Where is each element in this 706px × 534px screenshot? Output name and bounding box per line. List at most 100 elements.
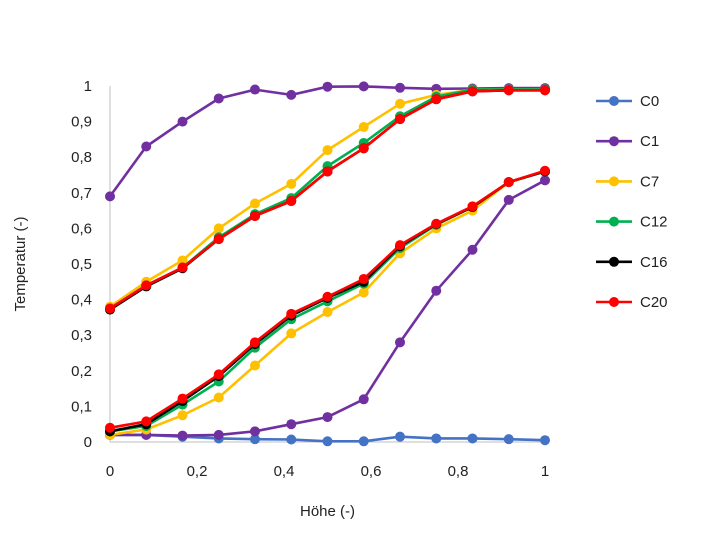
x-tick-label: 0,4 <box>274 463 295 480</box>
y-tick-label: 0 <box>84 434 92 451</box>
y-tick-labels: 0 0,1 0,2 0,3 0,4 0,5 0,6 0,7 0,8 0,9 1 <box>71 78 92 451</box>
data-point <box>358 121 369 132</box>
legend-item-c20: C20 <box>596 294 668 311</box>
data-point <box>177 262 188 273</box>
y-tick-label: 0,8 <box>71 149 92 166</box>
data-point <box>213 392 224 403</box>
data-point <box>105 191 115 202</box>
data-point <box>322 436 333 447</box>
data-point <box>358 287 369 298</box>
data-point <box>431 433 442 444</box>
x-tick-label: 1 <box>541 463 549 480</box>
y-tick-label: 0,6 <box>71 220 92 237</box>
data-point <box>358 81 369 92</box>
data-point <box>540 85 550 96</box>
series-c0 <box>105 429 550 447</box>
data-point <box>540 435 550 446</box>
series-c20 <box>105 85 550 314</box>
data-point <box>286 89 297 100</box>
data-point <box>431 218 442 229</box>
data-point <box>177 116 188 127</box>
series-line <box>108 85 545 198</box>
data-point <box>431 285 442 296</box>
data-point <box>358 436 369 447</box>
y-tick-label: 0,2 <box>71 363 92 380</box>
legend-item-c7: C7 <box>596 173 659 190</box>
legend-label: C12 <box>640 214 668 231</box>
data-point <box>431 94 442 105</box>
y-tick-label: 0,3 <box>71 327 92 344</box>
data-point <box>249 426 260 437</box>
data-point <box>249 210 260 221</box>
y-tick-label: 0,4 <box>71 292 92 309</box>
data-point <box>540 165 550 176</box>
data-point <box>322 166 333 177</box>
data-point <box>177 430 188 441</box>
data-point <box>286 419 297 430</box>
data-point <box>249 360 260 371</box>
data-point <box>395 240 406 251</box>
data-point <box>177 393 188 404</box>
data-point <box>358 273 369 284</box>
data-point <box>503 85 514 96</box>
data-point <box>213 223 224 234</box>
data-point <box>322 412 333 423</box>
data-point <box>395 114 406 125</box>
data-point <box>322 291 333 302</box>
legend: C0 C1 C7 C12 C16 C20 <box>596 93 668 311</box>
data-point <box>286 195 297 206</box>
series-line <box>109 89 545 310</box>
data-point <box>286 178 297 189</box>
y-tick-label: 0,1 <box>71 398 92 415</box>
data-point <box>395 337 406 348</box>
legend-marker <box>609 216 619 227</box>
legend-label: C20 <box>640 294 668 311</box>
y-tick-label: 0,7 <box>71 185 92 202</box>
data-point <box>249 198 260 209</box>
data-point <box>213 429 224 440</box>
data-point <box>249 84 260 95</box>
data-point <box>467 201 478 212</box>
series-c20 <box>105 165 550 433</box>
data-point <box>322 307 333 318</box>
data-point <box>141 141 152 152</box>
data-point <box>286 434 297 445</box>
data-point <box>467 86 478 97</box>
data-point <box>249 434 260 445</box>
legend-item-c1: C1 <box>596 133 659 150</box>
legend-marker <box>609 136 619 147</box>
legend-marker <box>609 297 619 307</box>
legend-label: C7 <box>640 173 659 190</box>
series-c1 <box>105 175 550 441</box>
y-tick-label: 0,5 <box>71 256 92 273</box>
legend-label: C16 <box>640 254 668 271</box>
data-point <box>249 337 260 348</box>
data-point <box>105 303 115 314</box>
data-point <box>322 81 333 92</box>
x-tick-label: 0,8 <box>448 463 469 480</box>
data-point <box>358 143 369 154</box>
data-point <box>540 175 550 186</box>
legend-marker <box>609 256 619 267</box>
series-layer <box>105 81 550 447</box>
data-point <box>503 434 514 445</box>
x-tick-labels: 0 0,2 0,4 0,6 0,8 1 <box>106 463 549 480</box>
data-point <box>322 145 333 156</box>
data-point <box>395 82 406 93</box>
y-tick-label: 0,9 <box>71 114 92 131</box>
legend-item-c0: C0 <box>596 93 659 110</box>
data-point <box>213 369 224 380</box>
legend-item-c16: C16 <box>596 254 668 271</box>
legend-item-c12: C12 <box>596 214 668 231</box>
legend-marker <box>609 176 619 187</box>
series-line <box>109 88 545 310</box>
legend-marker <box>609 96 619 106</box>
y-axis-title: Temperatur (-) <box>12 216 29 311</box>
data-point <box>467 433 478 444</box>
x-axis-title: Höhe (-) <box>300 503 355 520</box>
series-c1 <box>105 81 550 202</box>
data-point <box>286 328 297 339</box>
series-line <box>109 88 545 308</box>
data-point <box>503 177 514 188</box>
